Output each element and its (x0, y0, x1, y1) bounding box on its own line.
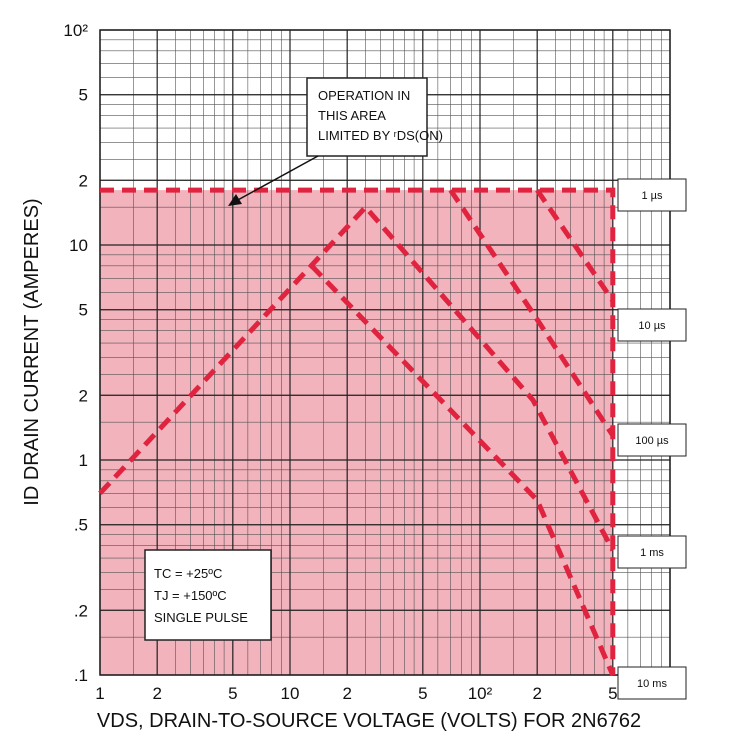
y-tick-label: .2 (74, 601, 88, 620)
legend-box (617, 308, 687, 342)
legend-box (617, 666, 687, 700)
x-tick-label: 5 (228, 684, 237, 703)
series-line (535, 188, 615, 303)
legend-box (617, 178, 687, 212)
x-tick-label: 1 (95, 684, 104, 703)
annotation-text: LIMITED BY ʳDS(ON) (318, 128, 443, 143)
annotation-text: OPERATION IN (318, 88, 410, 103)
annotation-text: TJ = +150ºC (154, 588, 227, 603)
series-line (448, 188, 615, 437)
annotation-box (306, 77, 428, 157)
legend-label: 1 µs (641, 190, 663, 202)
annotation-text: TC = +25ºC (154, 566, 222, 581)
x-tick-label: 2 (342, 684, 351, 703)
x-tick-label: 2 (152, 684, 161, 703)
y-tick-label: 5 (79, 301, 88, 320)
legend-box (617, 423, 687, 457)
x-tick-label: 5 (608, 684, 617, 703)
y-tick-label: 10² (63, 21, 88, 40)
arrow (235, 155, 319, 202)
annotation-text: SINGLE PULSE (154, 610, 248, 625)
y-tick-label: 5 (79, 86, 88, 105)
x-axis-label: VDS, DRAIN-TO-SOURCE VOLTAGE (VOLTS) FOR… (97, 710, 641, 732)
legend-box (617, 535, 687, 569)
legend-label: 10 ms (637, 678, 667, 690)
arrow-head (228, 194, 242, 206)
annotation-text: THIS AREA (318, 108, 386, 123)
legend-label: 10 µs (638, 320, 666, 332)
series-line (98, 203, 616, 552)
y-tick-label: 10 (69, 236, 88, 255)
legend-label: 1 ms (640, 547, 664, 559)
y-axis-label: ID DRAIN CURRENT (AMPERES) (21, 198, 43, 505)
plot-frame (99, 29, 671, 676)
y-tick-label: .5 (74, 516, 88, 535)
series-line (309, 264, 616, 676)
annotation-box (144, 549, 272, 641)
legend-label: 100 µs (635, 435, 669, 447)
y-tick-label: 1 (79, 451, 88, 470)
y-tick-label: .1 (74, 666, 88, 685)
x-tick-label: 2 (532, 684, 541, 703)
y-tick-label: 2 (79, 171, 88, 190)
series-line (100, 187, 616, 675)
x-tick-label: 10 (281, 684, 300, 703)
x-tick-label: 5 (418, 684, 427, 703)
x-tick-label: 10² (468, 684, 493, 703)
y-tick-label: 2 (79, 386, 88, 405)
